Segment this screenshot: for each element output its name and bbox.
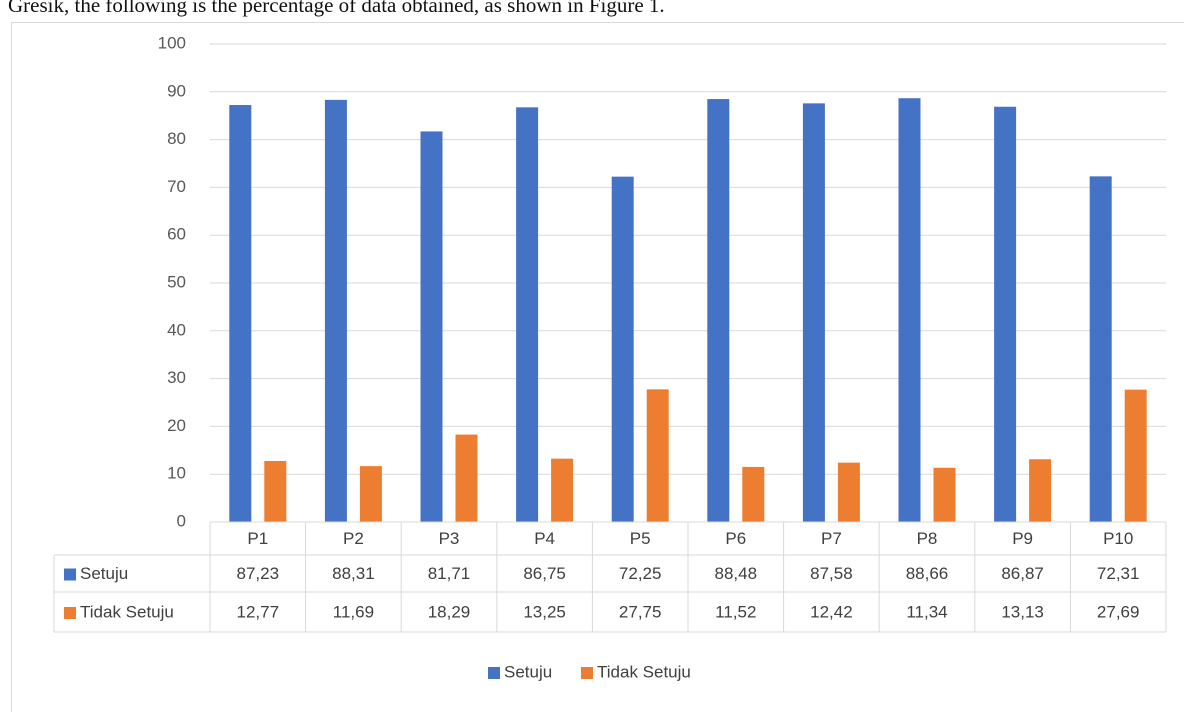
table-series-name: Tidak Setuju <box>80 602 174 621</box>
bar-setuju <box>612 177 634 522</box>
y-tick-label: 100 <box>158 33 186 52</box>
category-label: P1 <box>247 529 268 548</box>
bar-tidak-setuju <box>647 389 669 522</box>
table-cell-value: 81,71 <box>428 564 471 583</box>
bar-setuju <box>1090 176 1112 522</box>
y-tick-label: 20 <box>167 416 186 435</box>
table-cell-value: 27,69 <box>1097 602 1140 621</box>
legend-key-setuju <box>488 667 500 679</box>
y-tick-label: 70 <box>167 177 186 196</box>
table-cell-value: 11,69 <box>333 602 374 621</box>
bar-setuju <box>803 103 825 522</box>
category-label: P5 <box>630 529 651 548</box>
legend-label-setuju: Setuju <box>504 662 552 681</box>
category-label: P3 <box>439 529 460 548</box>
category-label: P8 <box>917 529 938 548</box>
table-cell-value: 11,52 <box>715 602 756 621</box>
bar-tidak-setuju <box>838 463 860 522</box>
bar-tidak-setuju <box>264 461 286 522</box>
table-cell-value: 87,58 <box>810 564 853 583</box>
table-cell-value: 86,75 <box>523 564 566 583</box>
table-legend-key <box>64 607 76 619</box>
legend-key-tidak-setuju <box>581 667 593 679</box>
table-cell-value: 86,87 <box>1001 564 1044 583</box>
bar-tidak-setuju <box>551 459 573 522</box>
legend-label-tidak-setuju: Tidak Setuju <box>597 662 691 681</box>
table-cell-value: 72,25 <box>619 564 662 583</box>
y-tick-label: 80 <box>167 129 186 148</box>
bar-setuju <box>899 98 921 522</box>
bar-setuju <box>994 107 1016 522</box>
table-cell-value: 87,23 <box>237 564 280 583</box>
y-tick-label: 40 <box>167 320 186 339</box>
bar-tidak-setuju <box>360 466 382 522</box>
category-label: P9 <box>1012 529 1033 548</box>
bar-setuju <box>421 131 443 522</box>
table-cell-value: 88,48 <box>715 564 758 583</box>
category-label: P7 <box>821 529 842 548</box>
bar-setuju <box>516 107 538 522</box>
table-cell-value: 88,31 <box>332 564 375 583</box>
category-label: P6 <box>725 529 746 548</box>
y-tick-label: 50 <box>167 272 186 291</box>
category-label: P10 <box>1103 529 1133 548</box>
bar-setuju <box>707 99 729 522</box>
table-cell-value: 12,77 <box>237 602 280 621</box>
table-cell-value: 13,25 <box>523 602 566 621</box>
bar-setuju <box>325 100 347 522</box>
y-tick-label: 30 <box>167 368 186 387</box>
table-series-name: Setuju <box>80 564 128 583</box>
bar-tidak-setuju <box>934 468 956 522</box>
table-cell-value: 13,13 <box>1001 602 1044 621</box>
y-tick-label: 0 <box>177 511 186 530</box>
y-tick-label: 10 <box>167 464 186 483</box>
bar-tidak-setuju <box>1029 459 1051 522</box>
bar-tidak-setuju <box>742 467 764 522</box>
bar-tidak-setuju <box>1125 390 1147 522</box>
table-cell-value: 88,66 <box>906 564 949 583</box>
bar-setuju <box>229 105 251 522</box>
table-cell-value: 11,34 <box>906 602 947 621</box>
table-legend-key <box>64 569 76 581</box>
table-cell-value: 18,29 <box>428 602 471 621</box>
category-label: P2 <box>343 529 364 548</box>
bar-tidak-setuju <box>456 435 478 522</box>
y-tick-label: 60 <box>167 225 186 244</box>
table-cell-value: 12,42 <box>810 602 853 621</box>
category-label: P4 <box>534 529 555 548</box>
y-tick-label: 90 <box>167 81 186 100</box>
table-cell-value: 27,75 <box>619 602 662 621</box>
table-cell-value: 72,31 <box>1097 564 1140 583</box>
